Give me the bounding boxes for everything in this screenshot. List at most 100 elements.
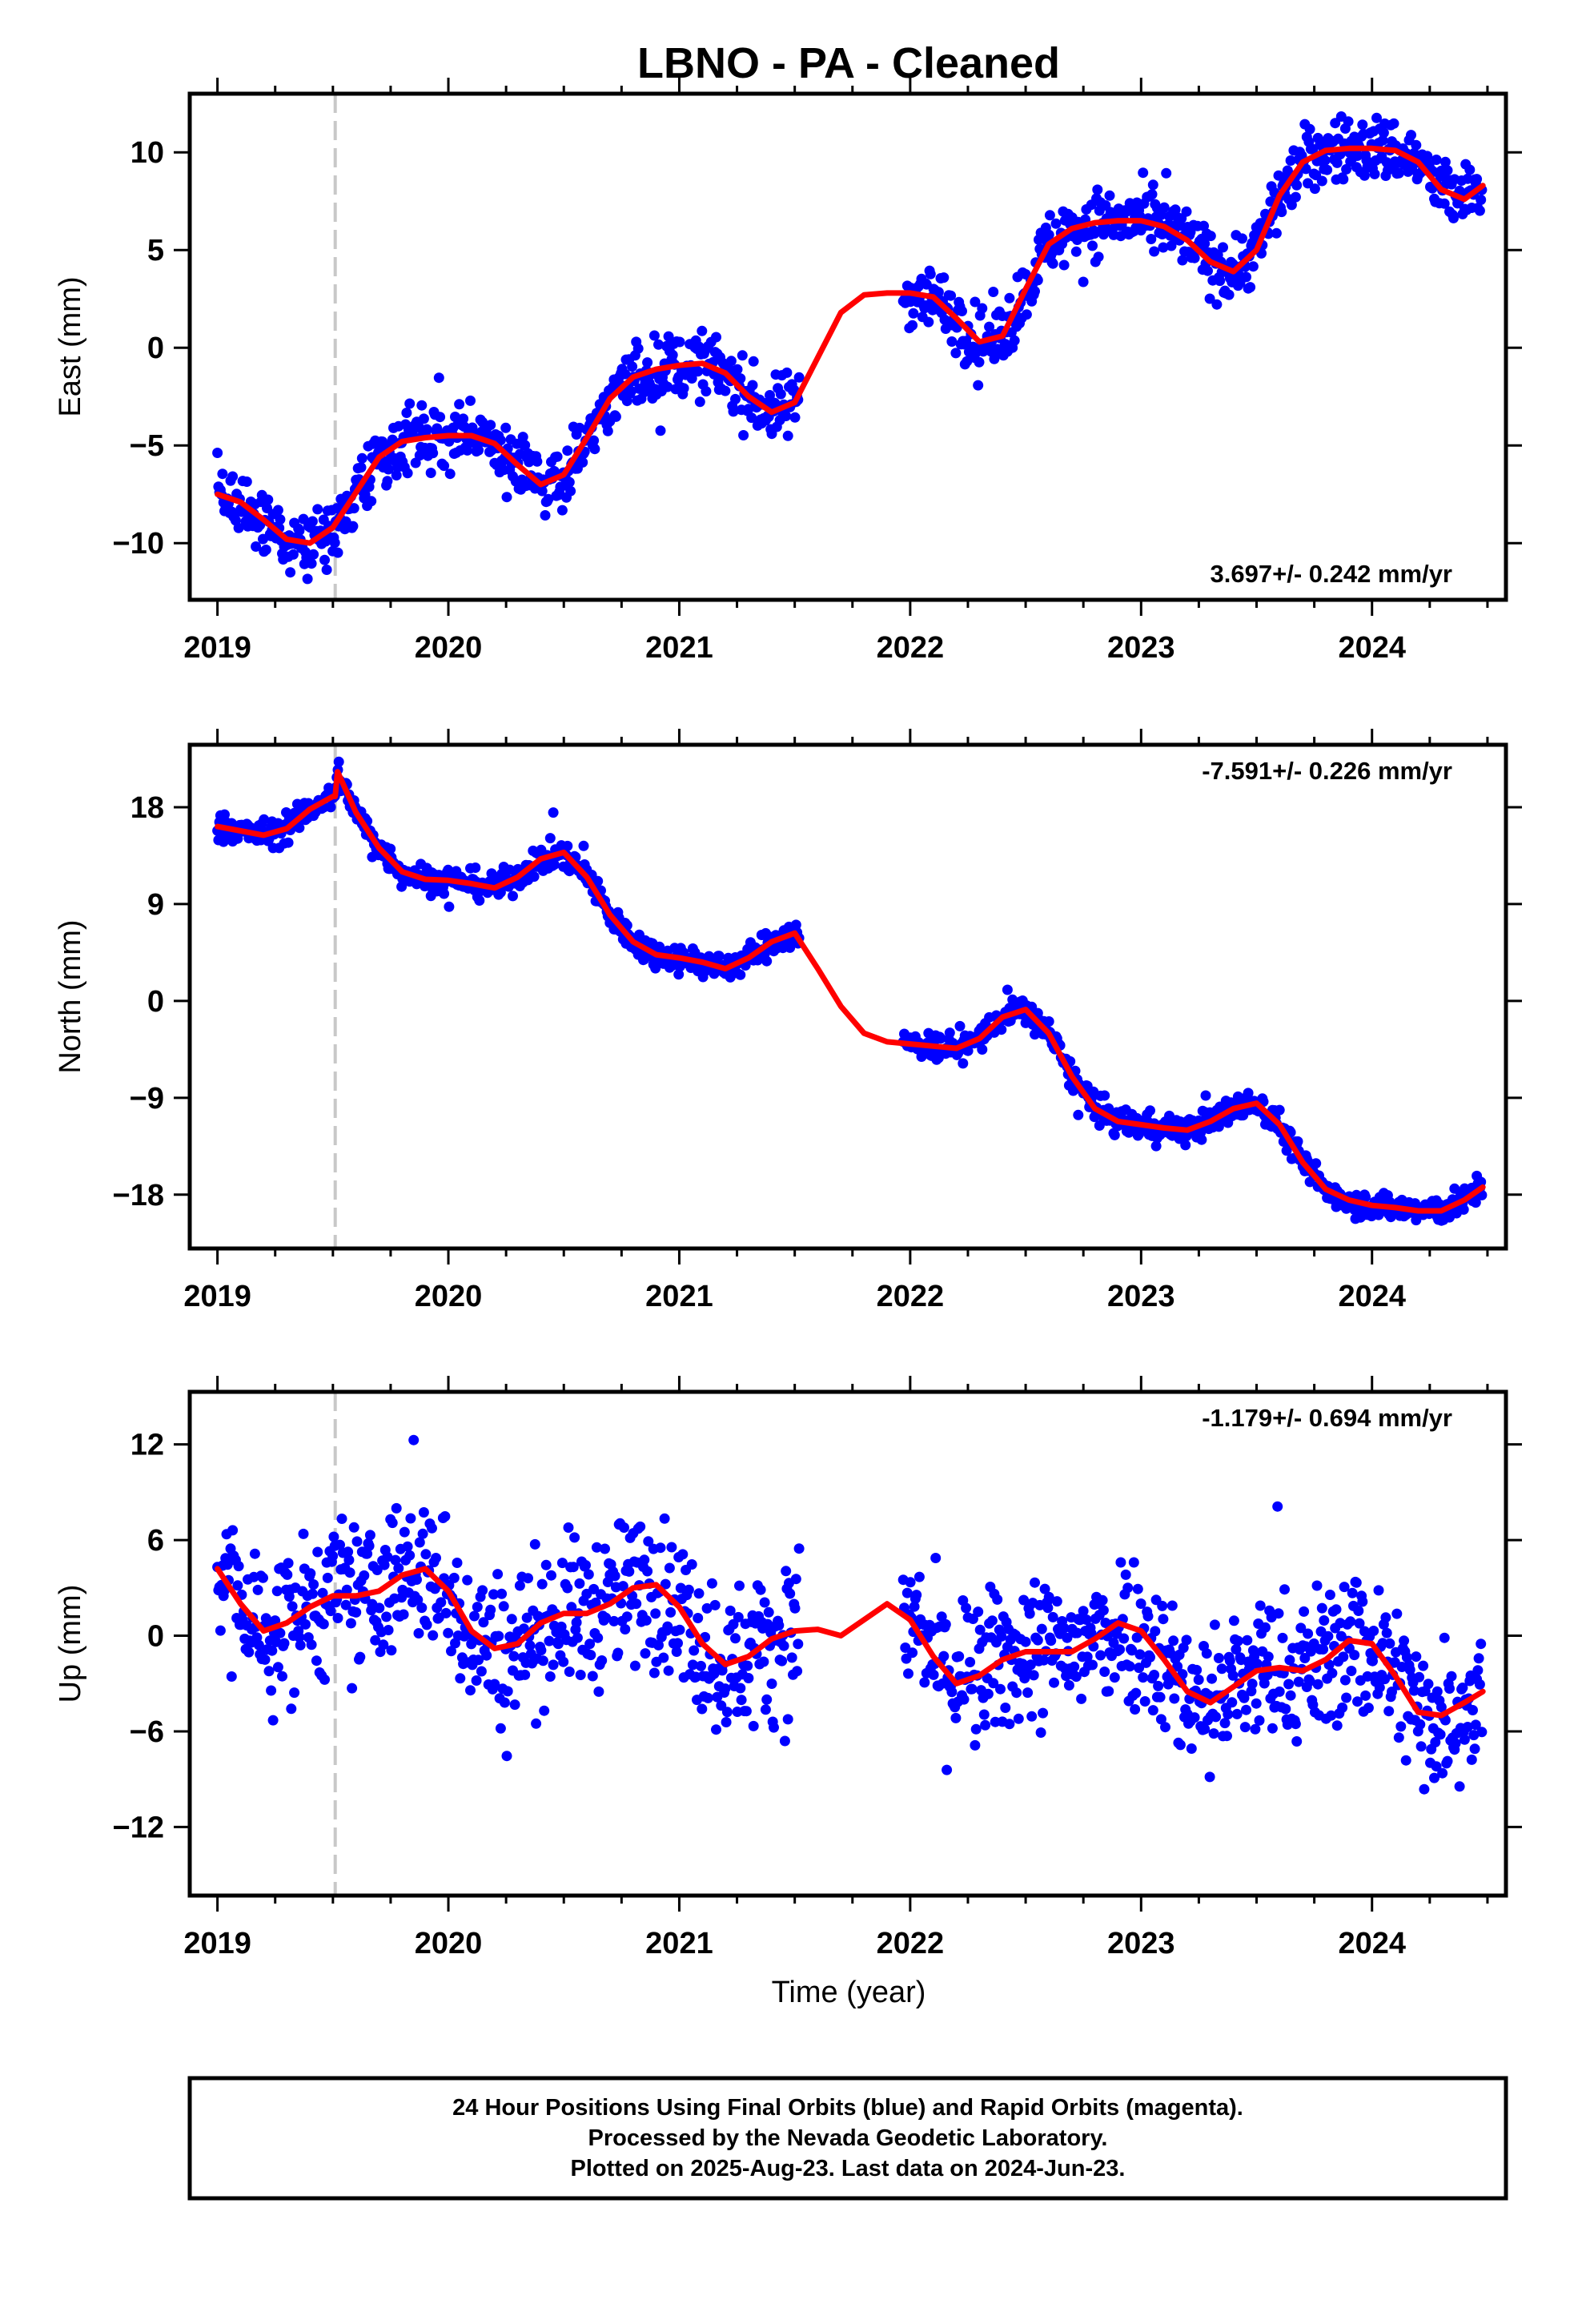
trend-line bbox=[215, 769, 1486, 1214]
data-point bbox=[325, 802, 336, 813]
data-point bbox=[381, 1611, 392, 1622]
data-point bbox=[285, 567, 296, 578]
data-point bbox=[1223, 289, 1235, 300]
data-point bbox=[1204, 1771, 1215, 1783]
data-point bbox=[1272, 1501, 1283, 1512]
data-point bbox=[1448, 212, 1459, 223]
data-point bbox=[563, 1522, 574, 1533]
data-point bbox=[521, 1612, 532, 1623]
data-point bbox=[1070, 1671, 1082, 1683]
data-point bbox=[1341, 1692, 1352, 1703]
data-point bbox=[621, 1611, 632, 1622]
data-point bbox=[1267, 1723, 1278, 1734]
data-point bbox=[584, 1638, 596, 1650]
data-point bbox=[627, 361, 638, 372]
y-tick-label: −10 bbox=[113, 527, 164, 561]
data-point bbox=[671, 1647, 682, 1657]
data-point bbox=[728, 406, 739, 417]
data-point bbox=[294, 822, 305, 834]
x-axis-label: Time (year) bbox=[772, 1976, 926, 2009]
data-point bbox=[600, 1543, 610, 1554]
data-point bbox=[272, 505, 283, 516]
data-point bbox=[439, 460, 450, 472]
data-point bbox=[591, 1542, 602, 1553]
data-point bbox=[1345, 1616, 1356, 1627]
data-point bbox=[1466, 1754, 1477, 1765]
data-point bbox=[1251, 1659, 1263, 1670]
data-point bbox=[905, 1577, 916, 1588]
data-point bbox=[664, 1562, 675, 1574]
data-point bbox=[648, 1667, 660, 1679]
data-point bbox=[1357, 1596, 1368, 1607]
data-point bbox=[548, 1659, 559, 1671]
x-tick-label: 2022 bbox=[877, 1280, 945, 1313]
data-point bbox=[478, 1617, 489, 1628]
data-point bbox=[674, 1624, 685, 1635]
data-point bbox=[1353, 1606, 1364, 1616]
data-point bbox=[950, 348, 962, 359]
data-point bbox=[663, 331, 674, 342]
data-point bbox=[448, 1572, 460, 1583]
data-point bbox=[578, 840, 589, 851]
data-point bbox=[520, 1669, 531, 1680]
data-point bbox=[1062, 1632, 1073, 1643]
data-point bbox=[458, 413, 469, 424]
data-point bbox=[569, 1532, 580, 1543]
y-tick-label: 12 bbox=[130, 1429, 164, 1462]
data-point bbox=[1093, 251, 1104, 263]
data-point bbox=[1379, 1674, 1391, 1685]
data-point bbox=[933, 287, 944, 298]
data-point bbox=[1435, 1702, 1447, 1713]
data-point bbox=[1199, 238, 1211, 249]
data-point bbox=[1186, 1743, 1197, 1754]
data-point bbox=[249, 1548, 260, 1559]
data-point bbox=[413, 1628, 424, 1638]
data-point bbox=[1204, 293, 1215, 304]
data-point bbox=[540, 510, 551, 521]
data-point bbox=[374, 1602, 385, 1614]
data-point bbox=[1472, 1665, 1484, 1676]
data-point bbox=[305, 1568, 316, 1579]
data-point bbox=[312, 1546, 323, 1558]
data-point bbox=[919, 1677, 930, 1688]
data-point bbox=[642, 1566, 653, 1577]
data-point bbox=[958, 1058, 969, 1069]
data-point bbox=[1109, 1129, 1120, 1140]
data-point bbox=[1216, 1663, 1227, 1675]
data-point bbox=[1381, 1627, 1392, 1638]
data-point bbox=[263, 494, 274, 505]
data-point bbox=[370, 1634, 381, 1646]
data-point bbox=[1132, 1583, 1143, 1594]
data-point bbox=[913, 1571, 925, 1582]
data-point bbox=[612, 1647, 624, 1659]
data-point bbox=[928, 1669, 939, 1680]
footer-line-2: Processed by the Nevada Geodetic Laborat… bbox=[588, 2125, 1108, 2151]
data-point bbox=[938, 1651, 950, 1662]
data-point bbox=[348, 1522, 359, 1533]
data-point bbox=[596, 1655, 608, 1666]
data-point bbox=[495, 1723, 506, 1734]
data-point bbox=[1011, 1687, 1022, 1699]
data-point bbox=[648, 330, 660, 341]
data-point bbox=[378, 1639, 389, 1651]
data-point bbox=[1181, 1634, 1192, 1646]
data-point bbox=[470, 862, 481, 873]
data-point bbox=[391, 1502, 402, 1514]
data-point bbox=[275, 514, 286, 525]
data-points bbox=[212, 1434, 1488, 1795]
data-point bbox=[1122, 1582, 1134, 1594]
data-point bbox=[1138, 167, 1149, 179]
data-point bbox=[355, 1651, 366, 1663]
data-point bbox=[761, 1694, 773, 1705]
data-point bbox=[789, 1602, 801, 1614]
data-point bbox=[390, 1554, 401, 1566]
data-point bbox=[1213, 1121, 1224, 1132]
data-point bbox=[777, 1655, 788, 1667]
data-point bbox=[472, 1602, 483, 1613]
data-point bbox=[600, 1612, 612, 1623]
data-point bbox=[1371, 112, 1382, 123]
data-point bbox=[499, 1697, 510, 1708]
data-point bbox=[1309, 183, 1320, 195]
data-point bbox=[593, 1686, 604, 1697]
data-point bbox=[694, 396, 705, 408]
